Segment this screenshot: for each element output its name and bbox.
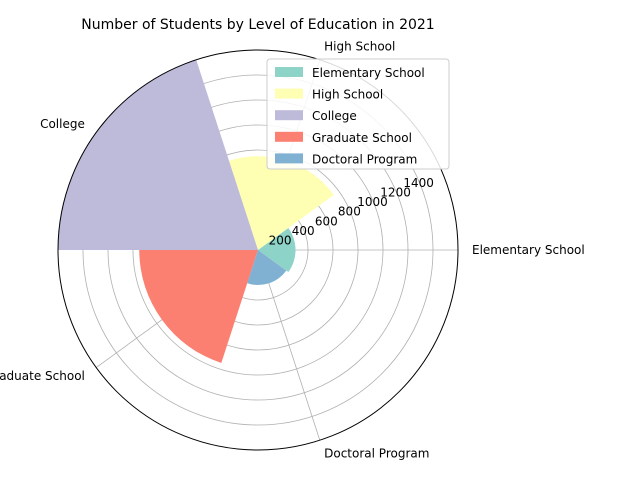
category-label: Elementary School (472, 243, 585, 257)
legend-label: College (312, 109, 357, 123)
legend-label: Elementary School (312, 66, 425, 80)
polar-frame (57, 49, 459, 451)
legend-box (266, 58, 450, 170)
bar-high-school (229, 156, 334, 250)
radial-tick-label: 400 (292, 224, 315, 238)
bars (58, 59, 334, 363)
chart-title: Number of Students by Level of Education… (81, 17, 434, 33)
legend: Elementary School High School College Gradu… (266, 58, 450, 170)
legend-swatch (275, 67, 303, 77)
bar-doctoral-program (247, 250, 287, 286)
radial-tick-label: 1200 (380, 186, 411, 200)
legend-swatch (275, 153, 303, 164)
radial-tick-label: 200 (269, 233, 292, 247)
category-labels: Elementary School High School College Gradu… (0, 39, 585, 460)
radial-tick-label: 1000 (357, 195, 388, 209)
bar-graduate-school (139, 250, 258, 363)
bar-elementary-school (258, 227, 296, 273)
radial-tick-label: 800 (338, 205, 361, 219)
polar-outer-circle (57, 49, 459, 451)
category-label: College (40, 117, 85, 131)
legend-label: Doctoral Program (312, 152, 417, 166)
legend-label: High School (312, 88, 383, 102)
radial-tick-label: 1400 (403, 176, 434, 190)
bar-college (58, 59, 258, 250)
legend-label: Graduate School (312, 131, 412, 145)
category-label: High School (324, 39, 395, 53)
legend-swatch (275, 88, 303, 99)
category-label: Graduate School (0, 369, 85, 383)
radial-tick-label: 600 (315, 214, 338, 228)
category-label: Doctoral Program (324, 447, 429, 461)
legend-swatch (275, 131, 303, 142)
legend-swatch (275, 110, 303, 121)
